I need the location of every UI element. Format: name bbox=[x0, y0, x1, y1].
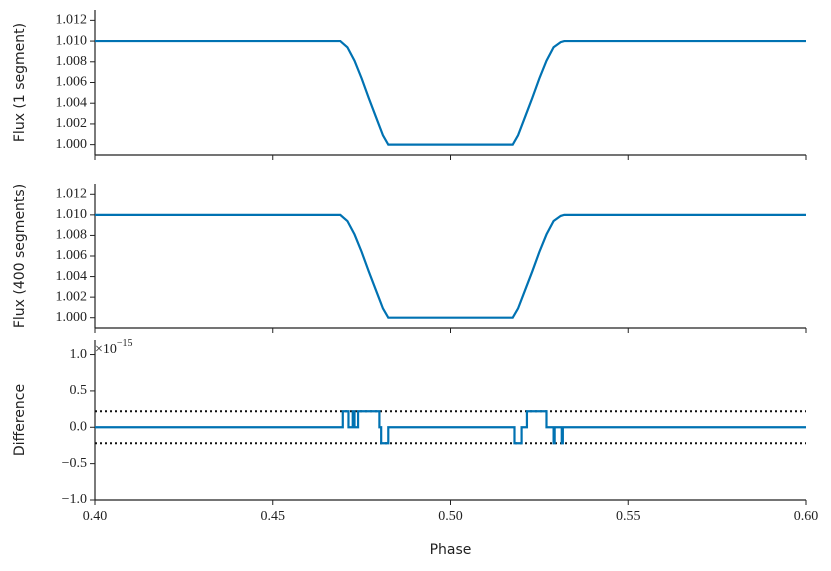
x-tick-label: 0.45 bbox=[261, 509, 286, 524]
offset-base: ×10 bbox=[95, 342, 117, 357]
y-tick-label: −0.5 bbox=[62, 456, 87, 471]
y-tick-label: 1.0 bbox=[70, 347, 88, 362]
x-tick-label: 0.55 bbox=[616, 509, 641, 524]
y-tick-label: 1.002 bbox=[56, 116, 88, 131]
y-tick-label: 1.010 bbox=[56, 33, 88, 48]
x-tick-label: 0.50 bbox=[438, 509, 463, 524]
offset-exponent: −15 bbox=[117, 338, 133, 349]
y-tick-label: 1.010 bbox=[56, 207, 88, 222]
offset-label: ×10−15 bbox=[95, 338, 133, 357]
y-tick-label: 1.006 bbox=[56, 75, 88, 90]
y-tick-label: 0.5 bbox=[70, 383, 88, 398]
x-tick-label: 0.40 bbox=[83, 509, 108, 524]
y-tick-label: 1.000 bbox=[56, 310, 88, 325]
y-axis-label: Flux (1 segment) bbox=[12, 23, 28, 142]
y-tick-label: 1.006 bbox=[56, 248, 88, 263]
data-line bbox=[95, 410, 806, 445]
y-tick-label: 1.004 bbox=[56, 269, 88, 284]
y-tick-label: 1.008 bbox=[56, 54, 88, 69]
data-line bbox=[95, 39, 806, 146]
x-tick-label: 0.60 bbox=[794, 509, 819, 524]
y-tick-label: −1.0 bbox=[62, 492, 87, 507]
y-tick-label: 1.008 bbox=[56, 228, 88, 243]
y-axis-label: Flux (400 segments) bbox=[12, 184, 28, 328]
x-axis-label: Phase bbox=[430, 542, 472, 558]
y-tick-label: 1.004 bbox=[56, 95, 88, 110]
y-axis-label: Difference bbox=[12, 384, 28, 456]
y-tick-label: 1.012 bbox=[56, 13, 88, 28]
y-tick-label: 1.000 bbox=[56, 137, 88, 152]
data-line bbox=[95, 213, 806, 319]
y-tick-label: 0.0 bbox=[70, 419, 88, 434]
y-tick-label: 1.002 bbox=[56, 289, 88, 304]
y-tick-label: 1.012 bbox=[56, 187, 88, 202]
